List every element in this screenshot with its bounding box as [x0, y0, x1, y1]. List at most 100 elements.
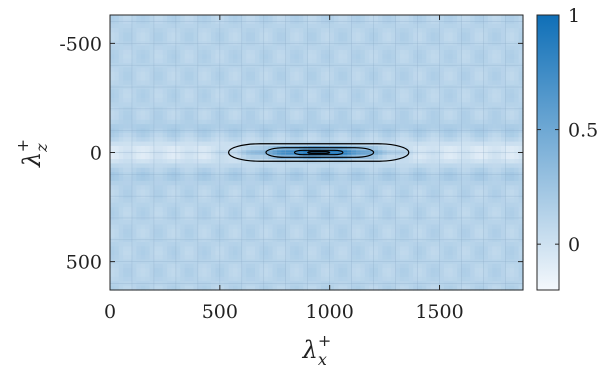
heatmap-cell: [290, 97, 296, 103]
heatmap-cell: [281, 176, 287, 182]
heatmap-cell: [149, 215, 155, 221]
heatmap-cell: [263, 189, 269, 195]
heatmap-cell: [386, 137, 392, 143]
heatmap-cell: [254, 154, 260, 160]
heatmap-cell: [263, 102, 269, 108]
heatmap-cell: [180, 163, 186, 169]
heatmap-cell: [325, 237, 331, 243]
heatmap-cell: [342, 76, 348, 82]
heatmap-cell: [417, 255, 423, 261]
heatmap-cell: [171, 202, 177, 208]
heatmap-cell: [254, 32, 260, 38]
heatmap-cell: [386, 189, 392, 195]
heatmap-cell: [430, 176, 436, 182]
heatmap-cell: [281, 246, 287, 252]
heatmap-cell: [237, 259, 243, 265]
heatmap-cell: [114, 237, 120, 243]
heatmap-cell: [136, 246, 142, 252]
heatmap-cell: [312, 172, 318, 178]
heatmap-cell: [184, 185, 190, 191]
heatmap-cell: [342, 15, 348, 20]
heatmap-cell: [382, 128, 388, 134]
heatmap-cell: [439, 58, 445, 64]
heatmap-cell: [404, 272, 410, 278]
heatmap-cell: [118, 185, 124, 191]
heatmap-cell: [426, 220, 432, 226]
heatmap-cell: [246, 202, 252, 208]
heatmap-cell: [233, 54, 239, 60]
heatmap-cell: [197, 141, 203, 147]
heatmap-cell: [171, 58, 177, 64]
heatmap-cell: [237, 233, 243, 239]
heatmap-cell: [399, 215, 405, 221]
heatmap-cell: [224, 185, 230, 191]
heatmap-cell: [206, 80, 212, 86]
heatmap-cell: [342, 163, 348, 169]
heatmap-cell: [276, 80, 282, 86]
heatmap-cell: [110, 97, 115, 103]
heatmap-cell: [298, 89, 304, 95]
heatmap-cell: [202, 268, 208, 274]
heatmap-cell: [189, 272, 195, 278]
heatmap-cell: [298, 137, 304, 143]
heatmap-cell: [378, 54, 384, 60]
heatmap-cell: [118, 89, 124, 95]
heatmap-cell: [171, 80, 177, 86]
heatmap-cell: [439, 67, 445, 73]
heatmap-cell: [378, 28, 384, 34]
heatmap-cell: [171, 32, 177, 38]
heatmap-cell: [294, 111, 300, 116]
heatmap-cell: [360, 41, 366, 47]
heatmap-cell: [307, 163, 313, 169]
heatmap-cell: [180, 89, 186, 95]
heatmap-cell: [118, 137, 124, 143]
heatmap-cell: [320, 224, 326, 230]
heatmap-cell: [338, 172, 344, 178]
heatmap-cell: [127, 80, 133, 86]
heatmap-cell: [110, 172, 115, 178]
heatmap-cell: [285, 202, 291, 208]
heatmap-cell: [382, 172, 388, 178]
heatmap-cell: [281, 128, 287, 134]
heatmap-cell: [298, 128, 304, 134]
heatmap-cell: [334, 207, 340, 213]
heatmap-cell: [448, 49, 454, 55]
heatmap-cell: [378, 263, 384, 269]
heatmap-cell: [320, 128, 326, 134]
heatmap-cell: [448, 28, 454, 34]
heatmap-cell: [294, 97, 300, 103]
heatmap-cell: [259, 54, 265, 60]
heatmap-cell: [131, 281, 137, 287]
heatmap-cell: [443, 167, 449, 173]
heatmap-cell: [347, 163, 353, 169]
heatmap-cell: [263, 49, 269, 55]
heatmap-cell: [206, 132, 212, 138]
heatmap-cell: [457, 23, 463, 29]
heatmap-cell: [316, 119, 322, 125]
heatmap-cell: [334, 211, 340, 217]
heatmap-cell: [373, 176, 379, 182]
heatmap-cell: [294, 215, 300, 221]
heatmap-cell: [303, 281, 309, 287]
heatmap-cell: [443, 268, 449, 274]
heatmap-cell: [307, 41, 313, 47]
heatmap-cell: [395, 220, 401, 226]
heatmap-cell: [276, 124, 282, 130]
heatmap-cell: [417, 41, 423, 47]
heatmap-cell: [430, 49, 436, 55]
heatmap-cell: [228, 41, 234, 47]
heatmap-cell: [426, 80, 432, 86]
heatmap-cell: [202, 28, 208, 34]
heatmap-cell: [228, 198, 234, 204]
heatmap-cell: [140, 250, 146, 256]
heatmap-cell: [153, 128, 159, 134]
heatmap-cell: [329, 32, 335, 38]
heatmap-cell: [281, 58, 287, 64]
heatmap-cell: [149, 159, 155, 165]
heatmap-cell: [435, 250, 441, 256]
heatmap-cell: [123, 154, 129, 160]
heatmap-cell: [136, 80, 142, 86]
heatmap-cell: [237, 272, 243, 278]
heatmap-cell: [206, 233, 212, 239]
heatmap-cell: [329, 80, 335, 86]
